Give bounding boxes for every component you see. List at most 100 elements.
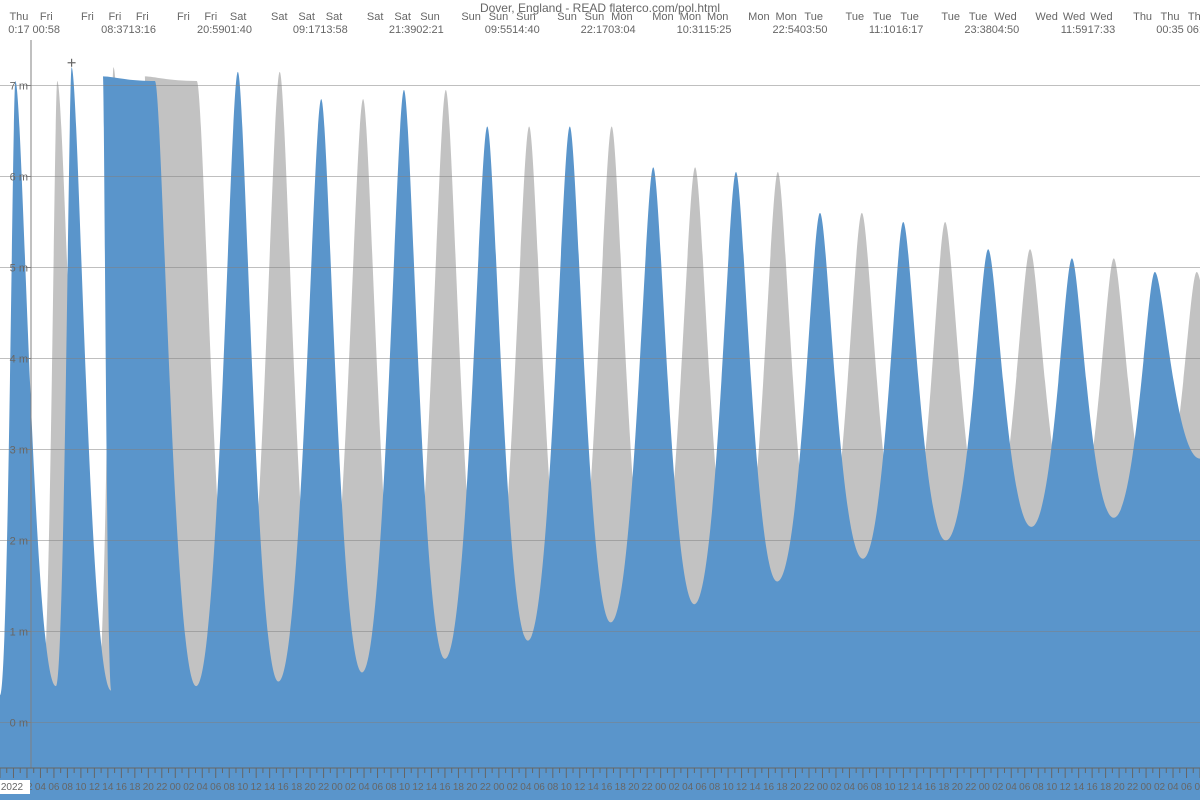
x-axis-label: 12 — [898, 782, 910, 793]
x-axis-label: 16 — [278, 782, 290, 793]
x-axis-label: 22 — [803, 782, 815, 793]
top-day-label: Fri — [204, 11, 217, 23]
top-time-label: 14:40 — [512, 24, 540, 36]
x-axis-label: 08 — [871, 782, 883, 793]
x-axis-label: 00 — [979, 782, 991, 793]
x-axis-label: 20 — [305, 782, 317, 793]
top-time-label: 23:38 — [964, 24, 992, 36]
x-axis-label: 00 — [493, 782, 505, 793]
x-axis-label: 18 — [776, 782, 788, 793]
top-time-label: 09:17 — [293, 24, 321, 36]
x-axis-label: 12 — [574, 782, 586, 793]
top-day-label: Wed — [1090, 11, 1112, 23]
top-day-label: Fri — [177, 11, 190, 23]
top-day-label: Thu — [1188, 11, 1200, 23]
x-axis-label: 22 — [480, 782, 492, 793]
top-day-label: Mon — [652, 11, 673, 23]
top-day-label: Sat — [394, 11, 411, 23]
x-axis-label: 20 — [466, 782, 478, 793]
x-axis-label: 22 — [318, 782, 330, 793]
x-axis-label: 22 — [642, 782, 654, 793]
top-day-label: Fri — [81, 11, 94, 23]
x-axis-label: 06 — [48, 782, 60, 793]
x-axis-label: 12 — [1060, 782, 1072, 793]
top-day-label: Mon — [748, 11, 769, 23]
x-axis-label: 18 — [615, 782, 627, 793]
x-axis-label: 16 — [763, 782, 775, 793]
top-time-label: 17:33 — [1088, 24, 1116, 36]
x-axis-label: 14 — [749, 782, 761, 793]
x-axis-label: 12 — [412, 782, 424, 793]
x-axis-label: 02 — [183, 782, 195, 793]
x-axis-label: 20 — [790, 782, 802, 793]
x-axis-label: 18 — [453, 782, 465, 793]
top-time-label: 06:1 — [1187, 24, 1200, 36]
top-day-label: Mon — [680, 11, 701, 23]
top-day-label: Sun — [585, 11, 605, 23]
top-day-label: Sat — [230, 11, 247, 23]
x-axis-label: 18 — [1100, 782, 1112, 793]
y-axis-label: 6 m — [10, 172, 28, 184]
top-time-label: 11:59 — [1061, 24, 1088, 36]
top-time-label: 08:37 — [101, 24, 129, 36]
y-axis-label: 5 m — [10, 263, 28, 275]
top-day-label: Fri — [40, 11, 53, 23]
x-axis-label: 06 — [210, 782, 222, 793]
top-time-label: 02:21 — [416, 24, 444, 36]
top-day-label: Wed — [994, 11, 1016, 23]
x-axis-label: 10 — [723, 782, 735, 793]
x-axis-label: 04 — [197, 782, 209, 793]
top-time-label: 16:17 — [896, 24, 924, 36]
top-day-label: Thu — [9, 11, 28, 23]
x-axis-label: 00 — [332, 782, 344, 793]
x-axis-label: 20 — [952, 782, 964, 793]
x-axis-label: 10 — [75, 782, 87, 793]
x-axis-label: 10 — [1046, 782, 1058, 793]
x-axis-label: 04 — [35, 782, 47, 793]
x-axis-label: 04 — [844, 782, 856, 793]
top-time-label: 04:50 — [992, 24, 1020, 36]
x-axis-label: 02 — [1154, 782, 1166, 793]
top-day-label: Tue — [900, 11, 919, 23]
x-axis-label: 20 — [1114, 782, 1126, 793]
top-day-label: Sun — [489, 11, 509, 23]
x-axis-label: 06 — [1181, 782, 1193, 793]
top-day-label: Sun — [516, 11, 536, 23]
x-axis-label: 02 — [669, 782, 681, 793]
top-day-label: Sat — [326, 11, 343, 23]
x-axis-label: 16 — [1087, 782, 1099, 793]
top-time-label: 13:16 — [128, 24, 156, 36]
x-axis-label: 04 — [1167, 782, 1179, 793]
top-day-label: Sun — [461, 11, 481, 23]
top-time-label: 11:10 — [869, 24, 896, 36]
x-axis-label: 00 — [170, 782, 182, 793]
x-axis-label: 22 — [156, 782, 168, 793]
x-axis-label: 04 — [1006, 782, 1018, 793]
top-time-label: 15:25 — [704, 24, 732, 36]
x-axis-label: 00 — [655, 782, 667, 793]
x-axis-label: 10 — [399, 782, 411, 793]
x-axis-label: 04 — [358, 782, 370, 793]
top-day-label: Wed — [1035, 11, 1057, 23]
x-axis-label: 12 — [736, 782, 748, 793]
top-day-label: Tue — [969, 11, 988, 23]
top-day-label: Fri — [108, 11, 121, 23]
x-axis-label: 02 — [507, 782, 519, 793]
x-axis-label: 10 — [884, 782, 896, 793]
top-day-label: Wed — [1063, 11, 1085, 23]
top-day-label: Thu — [1133, 11, 1152, 23]
x-axis-label: 06 — [696, 782, 708, 793]
top-day-label: Fri — [136, 11, 149, 23]
top-time-label: 21:39 — [389, 24, 417, 36]
y-axis-label: 7 m — [10, 81, 28, 93]
x-axis-label: 06 — [534, 782, 546, 793]
y-axis-label: 4 m — [10, 354, 28, 366]
top-time-label: 13:58 — [320, 24, 348, 36]
x-axis-label: 12 — [89, 782, 101, 793]
x-axis-label: 22 — [1127, 782, 1139, 793]
x-axis-label: 08 — [385, 782, 397, 793]
top-day-label: Tue — [804, 11, 823, 23]
x-axis-label: 20 — [628, 782, 640, 793]
top-time-label: 09:55 — [485, 24, 513, 36]
top-day-label: Sat — [298, 11, 315, 23]
